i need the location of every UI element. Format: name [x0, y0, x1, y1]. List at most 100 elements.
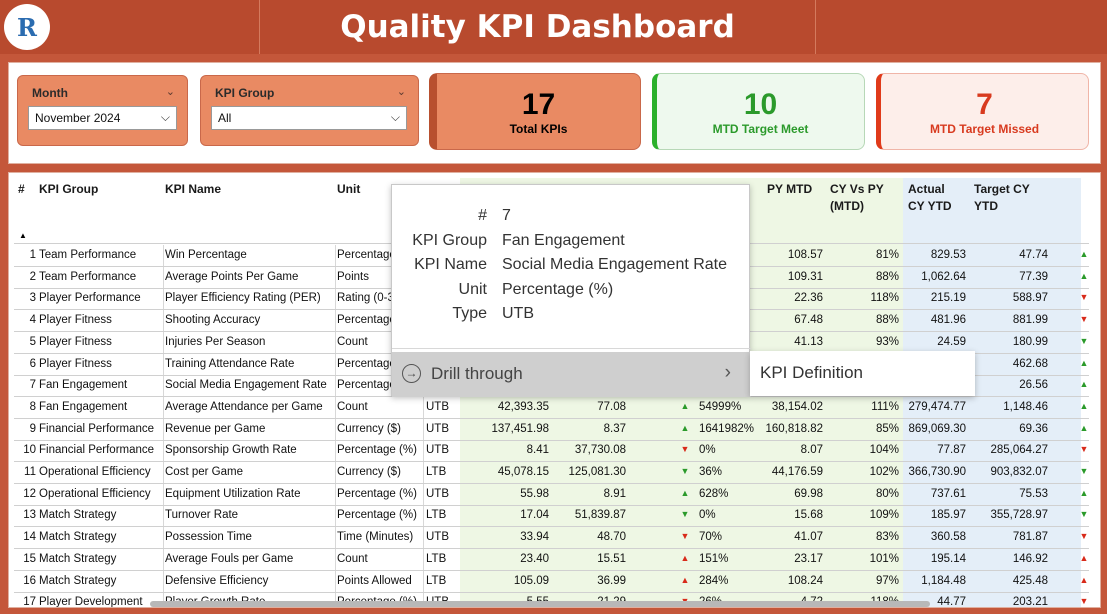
trend-arrow-icon: ▲ [1079, 400, 1089, 411]
tooltip-value: Fan Engagement [502, 231, 625, 249]
month-dropdown[interactable]: November 2024 ⌵ [28, 106, 177, 130]
table-row[interactable]: 10 Financial Performance Sponsorship Growt… [9, 440, 1100, 463]
col-header-target-line2: YTD [974, 199, 998, 213]
percent-cell: 284% [699, 574, 729, 587]
row-divider [14, 483, 1089, 484]
py-mtd-cell: 8.07 [800, 444, 823, 457]
col-header-actual-cy-ytd[interactable]: Actual CY YTD [908, 181, 952, 215]
kpi-group-cell: Player Fitness [39, 335, 112, 348]
actual-cy-ytd-cell: 44.77 [937, 596, 966, 608]
actual-cy-ytd-cell: 279,474.77 [908, 400, 966, 413]
percent-cell: 0% [699, 509, 716, 522]
arrow-circle-icon: → [402, 364, 421, 383]
col-header-kpi-name[interactable]: KPI Name [165, 182, 222, 196]
chevron-down-icon: ⌵ [160, 110, 170, 124]
tooltip-key: Type [452, 305, 487, 322]
py-mtd-cell: 41.13 [794, 335, 823, 348]
target-cell: 48.70 [597, 531, 626, 544]
type-cell: UTB [426, 531, 449, 544]
kpi-group-cell: Player Performance [39, 292, 141, 305]
kpi-group-dropdown[interactable]: All ⌵ [211, 106, 407, 130]
mtd-target-meet-label: MTD Target Meet [712, 122, 809, 136]
kpi-group-cell: Operational Efficiency [39, 487, 151, 500]
row-number: 1 [29, 249, 36, 261]
col-header-num[interactable]: # [18, 182, 25, 196]
trend-arrow-icon: ▼ [1079, 444, 1089, 455]
chevron-down-icon[interactable]: ⌄ [396, 86, 406, 98]
table-row[interactable]: 13 Match Strategy Turnover Rate Percentage … [9, 505, 1100, 528]
table-row[interactable]: 12 Operational Efficiency Equipment Utiliz… [9, 484, 1100, 506]
col-header-target-cy-ytd[interactable]: Target CY YTD [974, 181, 1030, 215]
chevron-down-icon[interactable]: ⌄ [165, 86, 175, 98]
target-cy-ytd-cell: 903,832.07 [990, 466, 1048, 478]
table-row[interactable]: 9 Financial Performance Revenue per Game Cu… [9, 419, 1100, 441]
row-number: 3 [29, 292, 36, 305]
py-mtd-cell: 160,818.82 [765, 422, 823, 435]
trend-arrow-icon: ▲ [680, 552, 690, 563]
col-header-actual-line2: CY YTD [908, 199, 952, 213]
kpi-name-cell: Player Efficiency Rating (PER) [165, 292, 321, 305]
actual-cy-ytd-cell: 24.59 [937, 335, 966, 348]
table-row[interactable]: 8 Fan Engagement Average Attendance per Ga… [9, 397, 1100, 419]
kpi-group-dropdown-value: All [218, 111, 232, 125]
actual-cy-ytd-cell: 1,184.48 [921, 574, 966, 587]
tooltip-key: # [478, 207, 487, 224]
trend-arrow-icon: ▲ [1079, 357, 1089, 368]
unit-cell: Percentage [337, 314, 396, 327]
actual-cy-ytd-cell: 869,069.30 [908, 422, 966, 435]
col-header-unit[interactable]: Unit [337, 182, 361, 196]
trend-arrow-icon: ▲ [1079, 552, 1089, 563]
percent-cell: 54999% [699, 400, 742, 413]
target-cy-ytd-cell: 462.68 [1012, 357, 1048, 370]
column-divider [423, 245, 424, 607]
row-number: 6 [29, 357, 36, 370]
col-header-cy-vs-py[interactable]: CY Vs PY (MTD) [830, 181, 884, 215]
actual-cy-ytd-cell: 737.61 [930, 487, 966, 500]
mtd-target-missed-label: MTD Target Missed [929, 122, 1040, 136]
unit-cell: Percentage (%) [337, 444, 417, 457]
actual-cy-ytd-cell: 481.96 [930, 314, 966, 327]
table-row[interactable]: 15 Match Strategy Average Fouls per Game Co… [9, 549, 1100, 571]
type-cell: LTB [426, 466, 447, 478]
py-mtd-cell: 69.98 [794, 487, 823, 500]
target-cy-ytd-cell: 47.74 [1019, 249, 1048, 261]
row-number: 9 [29, 422, 36, 435]
header-bar: R Quality KPI Dashboard [0, 0, 1107, 54]
target-cy-ytd-cell: 355,728.97 [990, 509, 1048, 522]
py-mtd-cell: 108.57 [787, 249, 823, 261]
row-divider [14, 417, 1089, 419]
kpi-group-slicer: KPI Group ⌄ All ⌵ [200, 75, 419, 146]
target-cy-ytd-cell: 75.53 [1019, 487, 1048, 500]
target-cell: 15.51 [597, 552, 626, 565]
percent-cell: 1641982% [699, 422, 754, 435]
sort-ascending-icon[interactable]: ▲ [19, 231, 27, 240]
col-header-kpi-group[interactable]: KPI Group [39, 182, 99, 196]
actual-cy-ytd-cell: 1,062.64 [921, 270, 966, 283]
table-row[interactable]: 16 Match Strategy Defensive Efficiency Poin… [9, 571, 1100, 593]
actual-cell: 45,078.15 [497, 466, 549, 478]
trend-arrow-icon: ▼ [680, 444, 690, 455]
tooltip-key: KPI Name [414, 256, 487, 273]
drill-through-menu-item[interactable]: → Drill through › [392, 352, 751, 397]
row-number: 11 [24, 466, 36, 478]
trend-arrow-icon: ▲ [680, 422, 690, 433]
py-mtd-cell: 109.31 [787, 270, 823, 283]
actual-cell: 42,393.35 [497, 400, 549, 413]
type-cell: LTB [426, 574, 447, 587]
table-row[interactable]: 11 Operational Efficiency Cost per Game Cur… [9, 462, 1100, 484]
kpi-name-cell: Equipment Utilization Rate [165, 487, 301, 500]
kpi-group-cell: Financial Performance [39, 444, 155, 457]
table-row[interactable]: 14 Match Strategy Possession Time Time (Min… [9, 527, 1100, 550]
row-number: 17 [23, 596, 36, 608]
kpi-definition-menu-item[interactable]: KPI Definition [760, 363, 863, 382]
cy-vs-py-cell: 80% [875, 487, 899, 500]
target-cell: 77.08 [597, 400, 626, 413]
horizontal-scrollbar[interactable] [150, 601, 930, 607]
chevron-right-icon: › [724, 362, 731, 383]
trend-arrow-icon: ▲ [1079, 574, 1089, 585]
kpi-name-cell: Average Fouls per Game [165, 552, 294, 565]
total-kpis-value: 17 [521, 88, 556, 121]
type-cell: UTB [426, 444, 449, 457]
trend-arrow-icon: ▼ [680, 466, 690, 476]
col-header-py-mtd[interactable]: PY MTD [767, 182, 813, 196]
